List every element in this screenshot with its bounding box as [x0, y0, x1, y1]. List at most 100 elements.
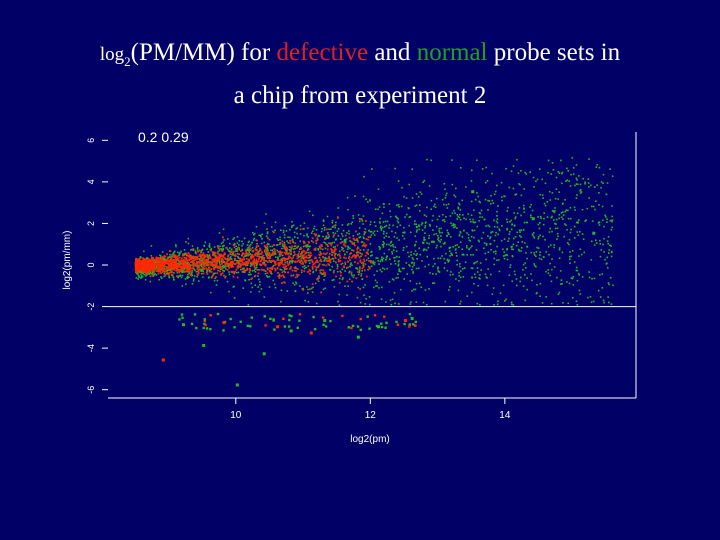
normal-point	[458, 203, 461, 206]
defective-point	[295, 273, 298, 276]
normal-point	[398, 205, 400, 208]
normal-point	[154, 260, 156, 263]
normal-point	[210, 247, 213, 250]
normal-point	[238, 239, 241, 242]
outlier-point	[181, 316, 184, 320]
normal-point	[487, 209, 489, 211]
defective-point	[188, 265, 190, 268]
defective-point	[189, 256, 192, 259]
normal-point	[480, 209, 483, 212]
normal-point	[214, 277, 216, 280]
normal-point	[280, 269, 283, 271]
title-line-1: log2(PM/MM) for defective and normal pro…	[0, 36, 720, 79]
normal-point	[179, 263, 181, 265]
normal-point	[255, 246, 258, 248]
defective-point	[201, 260, 204, 263]
normal-point	[396, 226, 399, 228]
defective-point	[146, 261, 149, 264]
normal-point	[179, 251, 181, 254]
normal-point	[337, 228, 340, 230]
normal-point	[276, 244, 279, 246]
normal-point	[342, 229, 345, 232]
normal-point	[533, 263, 536, 265]
normal-point	[136, 273, 139, 276]
normal-point	[172, 252, 175, 254]
defective-point	[160, 265, 162, 268]
normal-point	[484, 273, 487, 276]
defective-point	[269, 257, 271, 260]
normal-point	[385, 232, 388, 235]
defective-point	[198, 264, 200, 267]
defective-point	[332, 271, 335, 274]
defective-point	[250, 278, 253, 280]
normal-point	[520, 169, 522, 172]
normal-highlight-point	[235, 383, 239, 387]
normal-point	[383, 226, 386, 228]
normal-point	[305, 266, 308, 269]
normal-point	[374, 208, 377, 211]
normal-point	[398, 239, 400, 241]
normal-point	[513, 212, 515, 214]
defective-point	[156, 260, 159, 262]
normal-point	[255, 264, 258, 267]
outlier-point	[222, 329, 225, 332]
defective-point	[184, 270, 187, 273]
normal-point	[339, 250, 341, 253]
defective-point	[344, 257, 347, 260]
normal-point	[392, 224, 394, 227]
defective-point	[312, 263, 315, 266]
defective-point	[330, 251, 333, 253]
normal-point	[552, 210, 555, 213]
defective-point	[151, 269, 154, 272]
normal-point	[511, 255, 514, 258]
normal-point	[514, 216, 517, 218]
normal-point	[334, 245, 336, 248]
normal-point	[418, 224, 420, 227]
normal-point	[459, 241, 462, 244]
normal-point	[412, 271, 415, 273]
normal-point	[289, 236, 291, 239]
defective-point	[171, 259, 173, 262]
normal-point	[542, 223, 545, 226]
normal-point	[391, 230, 393, 233]
defective-point	[158, 258, 161, 261]
normal-point	[397, 218, 399, 220]
normal-point	[493, 251, 495, 253]
normal-point	[222, 261, 225, 263]
normal-point	[266, 232, 269, 235]
normal-point	[438, 239, 440, 242]
defective-point	[333, 224, 336, 227]
normal-point	[137, 275, 140, 277]
defective-point	[361, 244, 364, 247]
normal-point	[361, 241, 364, 243]
normal-point	[507, 206, 509, 209]
normal-point	[267, 243, 270, 246]
normal-point	[416, 229, 418, 231]
defective-point	[164, 255, 167, 258]
normal-point	[376, 230, 379, 232]
defective-point	[339, 242, 342, 244]
normal-point	[353, 274, 355, 277]
normal-point	[426, 206, 428, 209]
defective-point	[269, 269, 271, 272]
normal-point	[550, 280, 553, 283]
defective-point	[194, 264, 197, 267]
defective-point	[291, 269, 294, 272]
normal-point	[473, 236, 475, 239]
defective-point	[326, 228, 328, 231]
defective-point	[252, 249, 255, 252]
normal-point	[523, 208, 525, 210]
normal-point	[348, 278, 351, 281]
defective-point	[147, 262, 150, 264]
defective-point	[303, 259, 306, 262]
normal-point	[279, 268, 282, 271]
defective-point	[268, 254, 271, 257]
normal-point	[546, 216, 549, 218]
normal-point	[218, 261, 221, 264]
normal-point	[539, 215, 542, 218]
outlier-point	[233, 326, 236, 329]
normal-point	[302, 254, 305, 257]
normal-point	[432, 265, 434, 268]
normal-point	[207, 277, 210, 279]
normal-point	[371, 254, 373, 257]
